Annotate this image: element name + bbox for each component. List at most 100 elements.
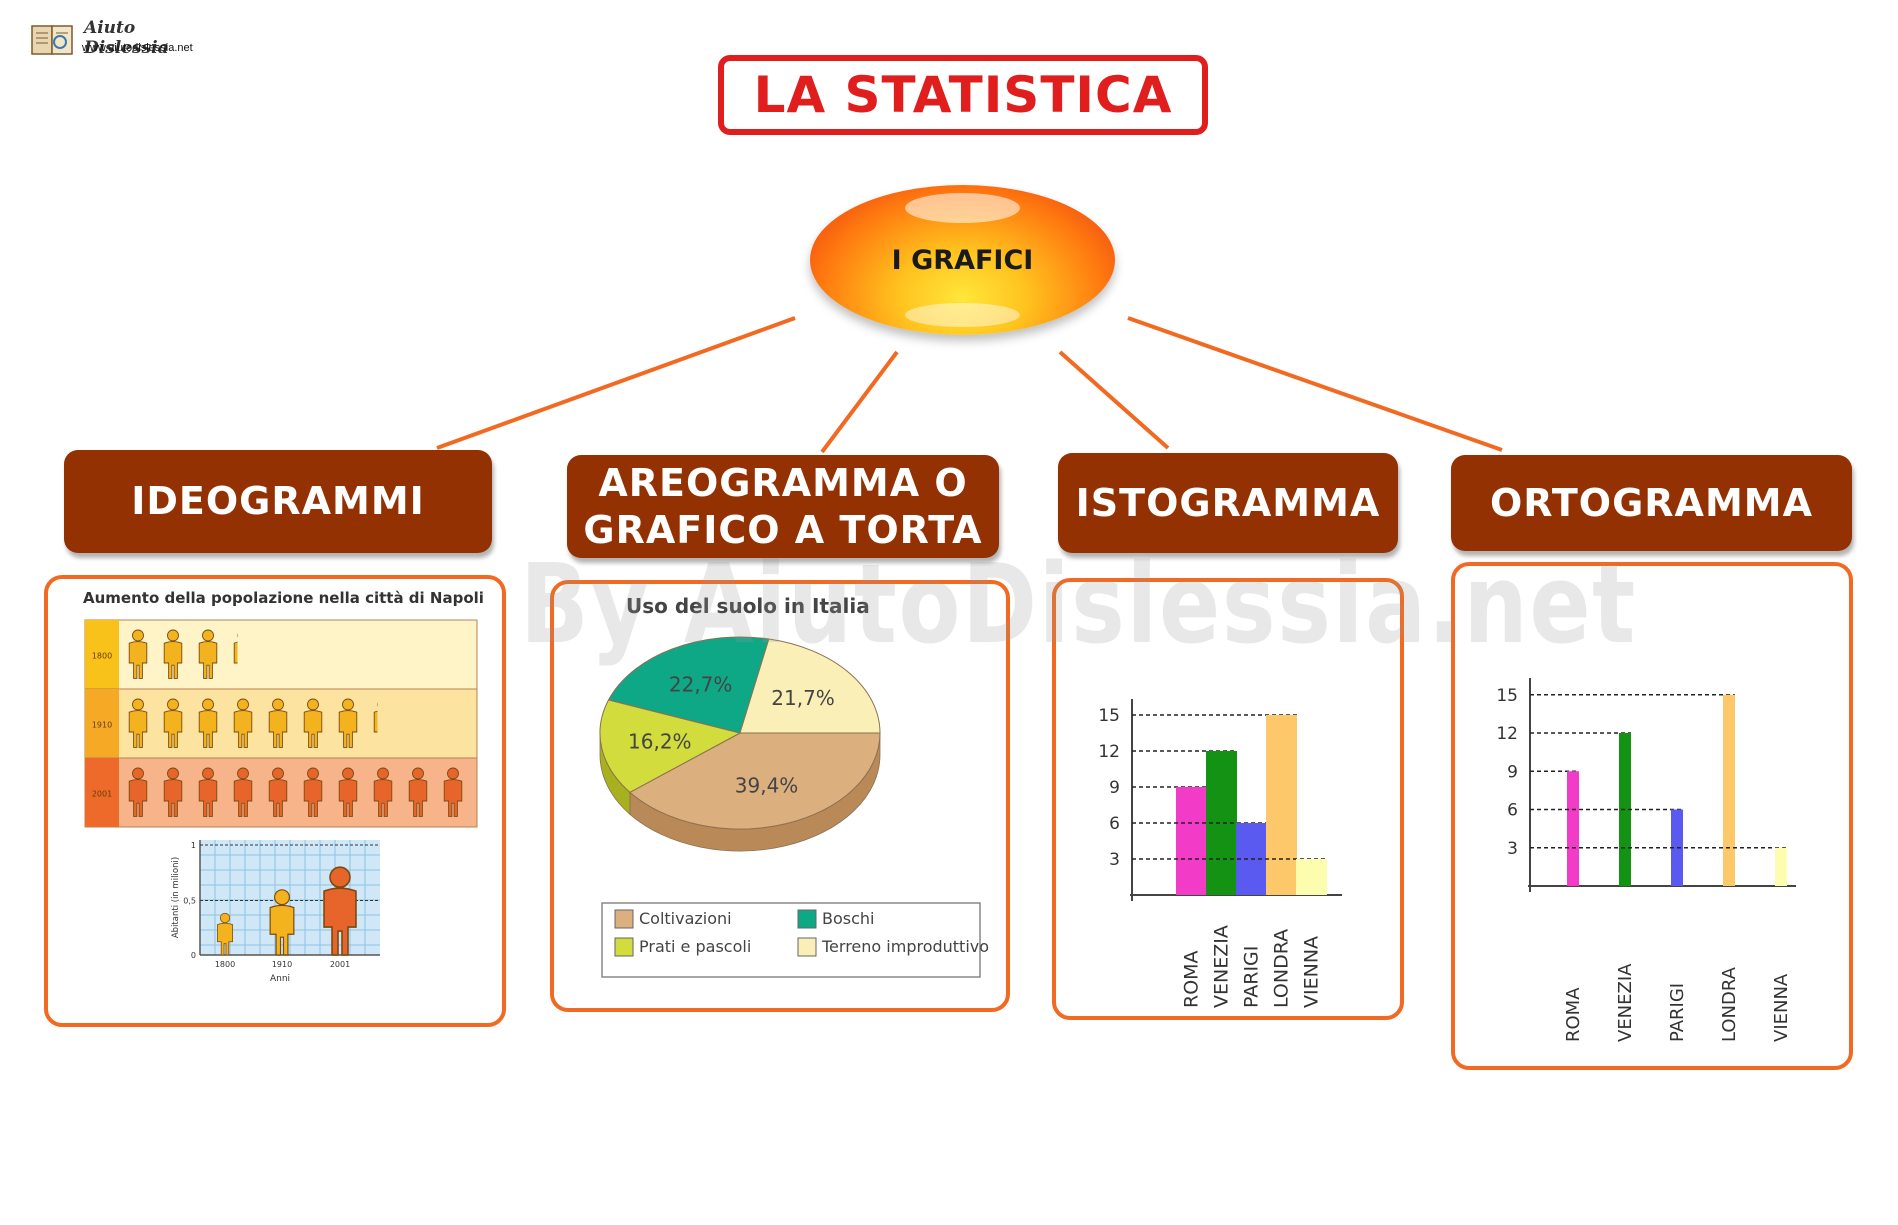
person-icon <box>303 698 323 748</box>
x-category-label: VENEZIA <box>1615 963 1636 1042</box>
y-tick-label: 15 <box>1496 686 1518 706</box>
small-chart-ytick: 0 <box>191 951 196 960</box>
ideogram-row-year-bg <box>85 620 119 689</box>
y-tick-label: 3 <box>1109 850 1120 870</box>
population-figure-icon <box>269 889 295 956</box>
x-category-label: VIENNA <box>1771 973 1792 1042</box>
bar <box>1567 771 1579 886</box>
person-icon <box>198 767 218 817</box>
person-icon <box>408 767 428 817</box>
y-tick-label: 3 <box>1507 839 1518 859</box>
small-chart-xlabel: Anni <box>270 974 290 984</box>
pie-legend-label: Terreno improduttivo <box>821 937 989 956</box>
person-icon <box>443 767 463 817</box>
person-icon <box>198 629 218 679</box>
small-chart-ytick: 1 <box>191 841 196 850</box>
person-icon <box>303 767 323 817</box>
bar <box>1296 859 1327 895</box>
person-icon <box>163 767 183 817</box>
person-icon <box>163 698 183 748</box>
connector-ortogramma <box>1127 316 1503 452</box>
x-category-label: LONDRA <box>1271 929 1293 1008</box>
panel-ortogramma <box>1451 562 1853 1070</box>
y-tick-label: 9 <box>1109 778 1120 798</box>
center-label: I GRAFICI <box>891 244 1034 276</box>
logo: Aiuto Dislessia www.aiutodislessia.net <box>30 18 220 64</box>
y-tick-label: 6 <box>1109 814 1120 834</box>
person-icon <box>128 767 148 817</box>
small-chart-xtick: 2001 <box>330 960 350 969</box>
pie-chart: Uso del suolo in Italia 39,4% 16,2% 22,7% 2… <box>599 594 989 978</box>
ideogram-figure: Aumento della popolazione nella città di… <box>83 589 484 984</box>
pie-legend-box <box>601 902 981 978</box>
pie-legend-swatch <box>614 909 634 929</box>
pie-legend-swatch <box>797 937 817 957</box>
pie-slice <box>607 636 770 734</box>
small-chart-xtick: 1910 <box>272 960 292 969</box>
small-chart-xtick: 1800 <box>215 960 235 969</box>
category-istogramma: ISTOGRAMMA <box>1058 453 1398 553</box>
person-icon <box>338 767 358 817</box>
person-icon <box>268 767 288 817</box>
person-icon <box>233 767 253 817</box>
pie-slices: 39,4% 16,2% 22,7% 21,7% <box>599 636 881 852</box>
pie-slice-label: 16,2% <box>628 730 692 754</box>
bar <box>1266 715 1297 895</box>
histogram-plot: 3 6 9 12 15 ROMA VENEZIA PARIGI LONDRA VIENNA <box>1098 699 1342 1008</box>
ideogram-row-year: 2001 <box>92 790 112 799</box>
y-tick-label: 6 <box>1507 801 1518 821</box>
person-icon <box>233 698 253 748</box>
pie-legend-swatch <box>797 909 817 929</box>
x-category-label: ROMA <box>1181 950 1203 1008</box>
connector-istogramma <box>1058 350 1170 450</box>
person-icon <box>163 629 183 679</box>
category-label: ORTOGRAMMA <box>1490 480 1813 525</box>
small-chart-ylabel: Abitanti (in milioni) <box>171 857 181 938</box>
histogram-chart: 3 6 9 12 15 ROMA VENEZIA PARIGI LONDRA VIENNA <box>1098 699 1342 1008</box>
orthogram-plot: 3 6 9 12 15 ROMA VENEZIA PARIGI LONDRA VIENNA <box>1496 678 1796 1042</box>
small-chart-ytick: 0,5 <box>183 897 196 906</box>
pie-slice <box>739 638 881 734</box>
y-tick-label: 12 <box>1496 724 1518 744</box>
person-icon <box>128 629 148 679</box>
x-category-label: PARIGI <box>1667 983 1688 1042</box>
partial-person-icon <box>233 633 238 664</box>
person-icon <box>268 698 288 748</box>
ideogram-row-year: 1800 <box>92 652 112 661</box>
y-tick-label: 9 <box>1507 762 1518 782</box>
ideogram-row-year-bg <box>85 758 119 827</box>
center-node: I GRAFICI <box>810 185 1115 335</box>
bar <box>1176 787 1207 895</box>
x-category-label: VIENNA <box>1301 936 1323 1008</box>
bar <box>1723 694 1735 886</box>
x-category-label: LONDRA <box>1719 966 1740 1042</box>
person-icon <box>373 702 378 733</box>
bar <box>1775 847 1787 886</box>
ideogram-row-year-bg <box>85 689 119 758</box>
pie-legend-label: Boschi <box>822 909 874 928</box>
category-areogramma: AREOGRAMMA O GRAFICO A TORTA <box>567 455 999 558</box>
connector-ideogrammi <box>436 316 796 450</box>
ideogram-title: Aumento della popolazione nella città di… <box>83 589 484 607</box>
x-category-label: PARIGI <box>1241 946 1263 1008</box>
logo-name: Aiuto Dislessia <box>84 18 169 58</box>
category-label-line2: GRAFICO A TORTA <box>583 507 983 552</box>
category-label: ISTOGRAMMA <box>1075 480 1381 525</box>
pie-legend-swatch <box>614 937 634 957</box>
person-icon <box>198 698 218 748</box>
ideogram-row-year: 1910 <box>92 721 112 730</box>
logo-url: www.aiutodislessia.net <box>82 42 193 54</box>
person-icon <box>128 698 148 748</box>
connector-areogramma <box>820 350 899 454</box>
population-figure-icon <box>217 912 233 956</box>
x-category-label: ROMA <box>1563 987 1584 1042</box>
population-figure-icon <box>323 866 357 956</box>
person-icon <box>338 698 358 748</box>
pie-legend-label: Prati e pascoli <box>639 937 751 956</box>
category-ortogramma: ORTOGRAMMA <box>1451 455 1852 551</box>
person-icon <box>233 633 238 664</box>
page-title: LA STATISTICA <box>718 55 1208 135</box>
orthogram-chart: 3 6 9 12 15 ROMA VENEZIA PARIGI LONDRA VIENNA <box>1496 678 1796 1042</box>
pie-slice-label: 39,4% <box>735 774 799 798</box>
